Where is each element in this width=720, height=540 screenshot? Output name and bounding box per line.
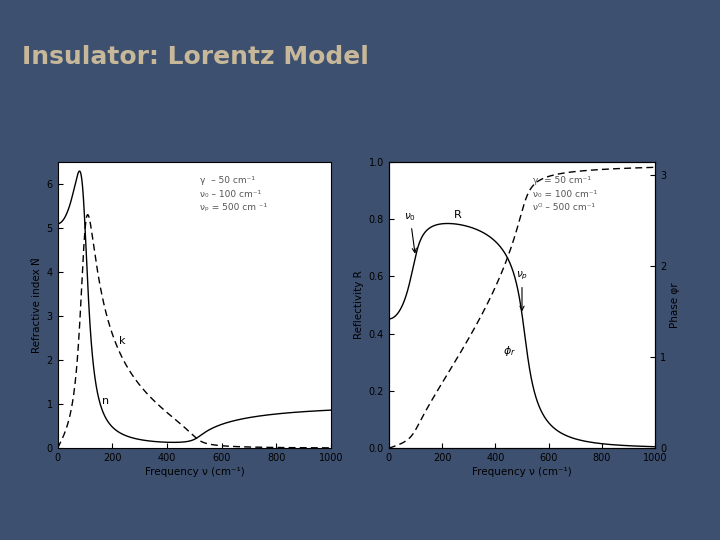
Y-axis label: Refractive index N̂: Refractive index N̂ <box>32 257 42 353</box>
Text: k: k <box>120 336 126 346</box>
Text: γ  = 50 cm⁻¹
ν₀ = 100 cm⁻¹
νᴼ – 500 cm⁻¹: γ = 50 cm⁻¹ ν₀ = 100 cm⁻¹ νᴼ – 500 cm⁻¹ <box>533 176 597 212</box>
Text: n: n <box>102 396 109 406</box>
Text: R: R <box>454 210 462 220</box>
Text: $\nu_p$: $\nu_p$ <box>516 269 528 310</box>
Text: Insulator: Lorentz Model: Insulator: Lorentz Model <box>22 45 369 70</box>
X-axis label: Frequency ν (cm⁻¹): Frequency ν (cm⁻¹) <box>145 467 244 477</box>
Text: γ  – 50 cm⁻¹
ν₀ – 100 cm⁻¹
νₚ = 500 cm ⁻¹: γ – 50 cm⁻¹ ν₀ – 100 cm⁻¹ νₚ = 500 cm ⁻¹ <box>200 176 267 212</box>
Y-axis label: Reflectivity R: Reflectivity R <box>354 271 364 340</box>
Y-axis label: Phase φr: Phase φr <box>670 282 680 328</box>
X-axis label: Frequency ν (cm⁻¹): Frequency ν (cm⁻¹) <box>472 467 572 477</box>
Text: $\phi_r$: $\phi_r$ <box>503 344 516 358</box>
Text: $\nu_0$: $\nu_0$ <box>404 211 416 253</box>
